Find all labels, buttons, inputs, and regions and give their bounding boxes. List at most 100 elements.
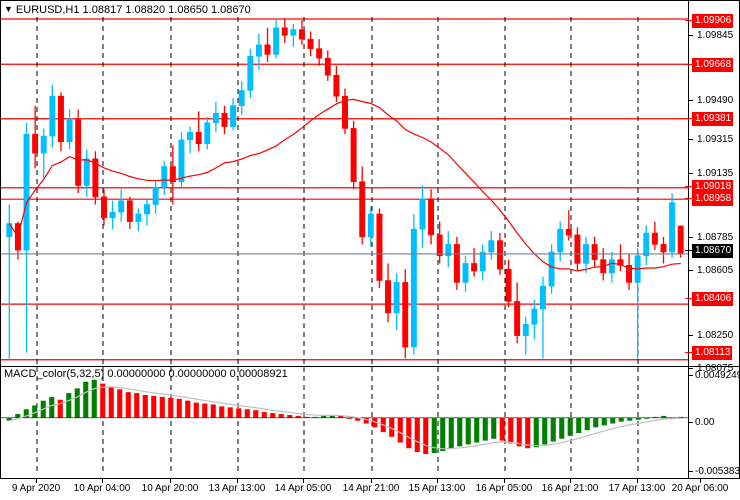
macd-histogram-bar [499, 417, 505, 441]
candle-body [419, 198, 426, 230]
candle-body [144, 204, 150, 215]
macd-indicator-text: MACD_color(5,32,5) 0.00000000 0.00000000… [4, 368, 288, 380]
macd-histogram-bar [66, 393, 72, 418]
macd-histogram-bar [346, 417, 352, 419]
macd-histogram-bar [567, 417, 573, 436]
macd-histogram-bar [329, 414, 335, 418]
price-badge-pointer [685, 198, 692, 199]
moving-average-line [8, 98, 681, 272]
price-tick-label: 1.09135 [697, 168, 734, 179]
macd-histogram-bar [227, 407, 233, 418]
candle-body [505, 268, 512, 302]
chart-symbol-header[interactable]: ▼ EURUSD,H1 1.08817 1.08820 1.08650 1.086… [4, 2, 251, 16]
macd-tick-label: 0.00 [695, 417, 715, 428]
macd-histogram-bar [193, 402, 199, 418]
price-level-badge[interactable]: 1.08113 [692, 346, 733, 360]
candle-body [118, 200, 125, 213]
price-level-badge[interactable]: 1.09906 [692, 14, 734, 28]
macd-histogram-bar [244, 409, 250, 418]
current-price-badge[interactable]: 1.08670 [692, 244, 734, 258]
macd-histogram-bar [678, 416, 684, 418]
time-tick-label: 10 Apr 20:00 [141, 483, 199, 494]
macd-histogram-bar [261, 412, 267, 418]
macd-histogram-bar [253, 410, 259, 418]
macd-histogram-bar [397, 417, 403, 443]
candle-body [126, 200, 133, 222]
triangle-down-icon[interactable]: ▼ [4, 4, 13, 14]
time-tick-mark [237, 479, 238, 483]
macd-histogram-bar [151, 395, 157, 418]
macd-histogram-bar [363, 417, 369, 424]
macd-indicator-pane[interactable] [1, 367, 688, 475]
candle-body [195, 131, 202, 144]
candle-body [376, 213, 383, 281]
time-tick-mark [570, 479, 571, 483]
time-scale-axis[interactable]: 9 Apr 2020 10 Apr 04:00 10 Apr 20:00 13 Apr… [0, 479, 740, 500]
time-tick-label: 16 Apr 05:00 [475, 483, 533, 494]
price-level-badge[interactable]: 1.09018 [692, 180, 734, 194]
price-chart-pane[interactable] [1, 17, 688, 365]
candle-body [342, 95, 348, 129]
macd-histogram-bar [355, 417, 361, 421]
candle-body [462, 263, 469, 283]
time-tick-mark [437, 479, 438, 483]
time-tick-label: 9 Apr 2020 [11, 483, 61, 494]
macd-histogram-bar [125, 392, 131, 418]
price-badge-pointer [685, 298, 692, 299]
macd-histogram-bar [414, 417, 420, 453]
candle-body [238, 90, 245, 106]
candle-body [40, 135, 47, 154]
macd-histogram-bar [661, 415, 667, 418]
time-tick-label: 14 Apr 05:00 [274, 483, 332, 494]
macd-tick-mark [689, 422, 693, 423]
macd-histogram-bar [533, 417, 539, 448]
candle-body [187, 131, 194, 141]
candle-body [57, 95, 64, 143]
macd-tick-label: 0.0049249 [695, 370, 740, 381]
macd-histogram-bar [100, 383, 106, 418]
time-tick-label: 20 Apr 06:00 [671, 483, 729, 494]
candle-body [333, 74, 340, 97]
price-tick-label: 1.08605 [697, 265, 734, 276]
macd-histogram-bar [652, 416, 658, 418]
price-badge-pointer [685, 118, 692, 119]
candle-body [574, 234, 581, 264]
candle-body [204, 122, 211, 144]
macd-histogram-bar [91, 379, 97, 418]
price-scale-axis[interactable]: 1.09845 1.09490 1.09315 1.09135 1.08785 1.086… [685, 0, 740, 478]
candle-body [626, 265, 633, 283]
time-tick-mark [303, 479, 304, 483]
macd-histogram-bar [601, 417, 607, 426]
price-tick-mark [689, 139, 693, 140]
price-level-badge[interactable]: 1.09668 [692, 58, 734, 72]
macd-indicator-header[interactable]: MACD_color(5,32,5) 0.00000000 0.00000000… [4, 367, 288, 381]
candle-body [445, 244, 452, 257]
macd-histogram-bar [457, 417, 463, 447]
macd-histogram-bar [210, 404, 216, 418]
macd-histogram-bar [593, 417, 599, 428]
price-level-badge[interactable]: 1.09381 [692, 112, 734, 126]
macd-histogram-bar [32, 405, 38, 418]
price-level-badge[interactable]: 1.08406 [692, 292, 734, 306]
macd-tick-mark [689, 471, 693, 472]
candle-body [565, 228, 572, 236]
macd-histogram-bar [219, 406, 225, 418]
candle-body [410, 228, 417, 348]
macd-histogram-bar [618, 417, 624, 422]
candle-body [101, 196, 107, 219]
price-level-badge[interactable]: 1.08958 [692, 192, 734, 206]
candle-body [316, 48, 323, 59]
candle-body [677, 225, 684, 255]
time-tick-label: 16 Apr 21:00 [541, 483, 599, 494]
frame-pane-right-border [688, 0, 689, 478]
macd-histogram-bar [635, 417, 641, 420]
price-tick-mark [689, 335, 693, 336]
candle-body [49, 95, 56, 137]
price-tick-label: 1.09490 [697, 95, 734, 106]
candle-body [385, 280, 392, 314]
time-tick-mark [700, 479, 701, 483]
candle-body [617, 259, 624, 266]
macd-histogram-bar [134, 393, 140, 418]
macd-histogram-bar [49, 396, 55, 418]
